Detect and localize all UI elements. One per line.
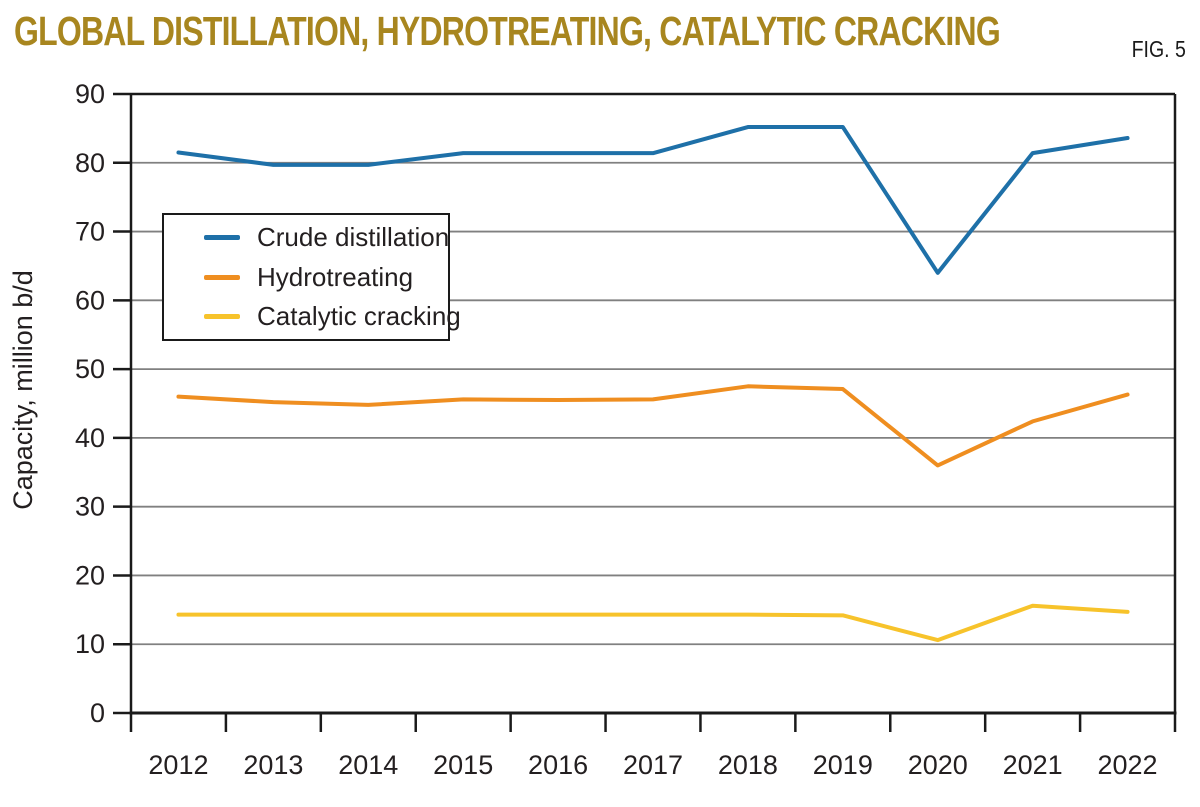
- figure-number-label: FIG. 5: [1131, 36, 1186, 62]
- x-tick-label: 2013: [243, 750, 303, 780]
- x-tick-label: 2018: [718, 750, 778, 780]
- y-tick-label: 0: [90, 698, 105, 728]
- chart-title: GLOBAL DISTILLATION, HYDROTREATING, CATA…: [14, 8, 1001, 54]
- series-line-hydrotreating: [176, 384, 1130, 468]
- catalytic-cracking-line-swatch: [204, 314, 240, 319]
- y-tick-label: 20: [75, 560, 105, 590]
- legend-item-hydrotreating: Hydrotreating: [204, 260, 448, 294]
- series-line-crude-distillation: [176, 125, 1130, 275]
- x-tick-label: 2017: [623, 750, 683, 780]
- hydrotreating-line-swatch: [204, 274, 240, 280]
- y-tick-label: 40: [75, 423, 105, 453]
- y-tick-label: 10: [75, 629, 105, 659]
- legend: Crude distillation Hydrotreating Catalyt…: [162, 213, 461, 341]
- x-tick-label: 2019: [813, 750, 873, 780]
- x-tick-label: 2021: [1003, 750, 1063, 780]
- series-line-catalytic-cracking: [176, 603, 1130, 643]
- x-tick-label: 2022: [1098, 750, 1158, 780]
- crude-distillation-line-swatch: [204, 235, 240, 240]
- x-tick-label: 2012: [148, 750, 208, 780]
- y-tick-label: 30: [75, 492, 105, 522]
- y-tick-label: 60: [75, 285, 105, 315]
- y-tick-label: 70: [75, 217, 105, 247]
- y-tick-label: 90: [75, 79, 105, 109]
- x-tick-label: 2014: [338, 750, 398, 780]
- x-tick-label: 2020: [908, 750, 968, 780]
- y-tick-label: 50: [75, 354, 105, 384]
- y-axis-title-text: Capacity, million b/d: [8, 270, 38, 510]
- legend-item-catalytic-cracking: Catalytic cracking: [204, 300, 461, 334]
- y-tick-label: 80: [75, 148, 105, 178]
- x-tick-label: 2015: [433, 750, 493, 780]
- legend-label: Hydrotreating: [257, 261, 414, 292]
- legend-label: Catalytic cracking: [257, 301, 461, 331]
- legend-label: Crude distillation: [257, 222, 450, 252]
- legend-item-crude-distillation: Crude distillation: [204, 221, 450, 255]
- x-tick-label: 2016: [528, 750, 588, 780]
